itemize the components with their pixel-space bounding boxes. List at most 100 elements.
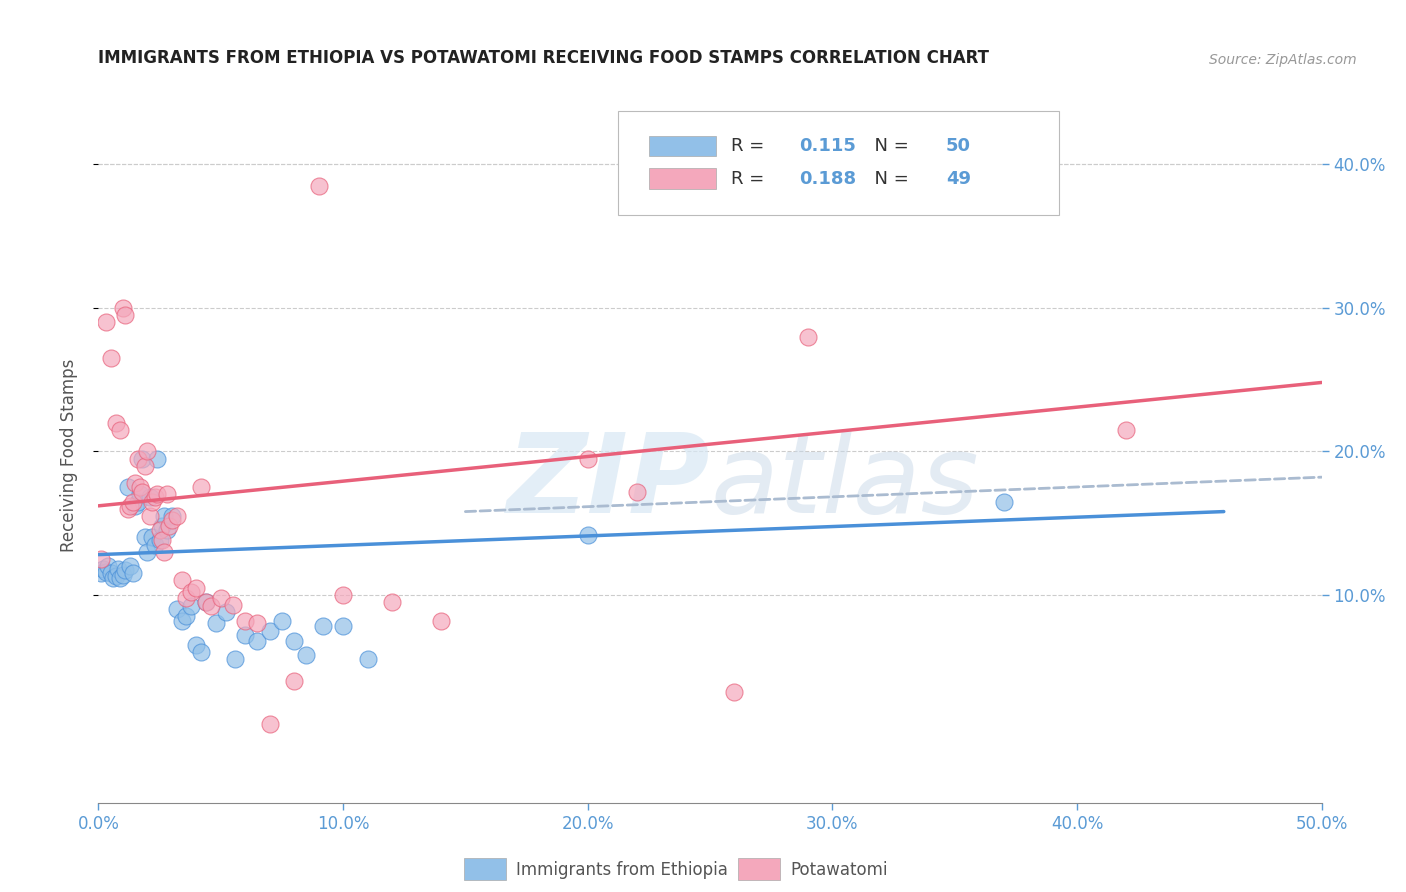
Point	[176, 591, 198, 605]
Point	[120, 499, 142, 513]
Point	[97, 559, 120, 574]
Point	[114, 308, 136, 322]
Point	[233, 614, 256, 628]
Point	[149, 533, 172, 548]
Point	[222, 598, 245, 612]
Y-axis label: Receiving Food Stamps: Receiving Food Stamps	[59, 359, 77, 551]
Point	[1115, 423, 1137, 437]
Point	[104, 569, 127, 583]
Point	[156, 523, 179, 537]
Point	[150, 533, 173, 548]
Point	[91, 562, 114, 576]
Point	[797, 329, 820, 343]
Point	[205, 616, 228, 631]
Point	[295, 648, 318, 662]
Point	[259, 624, 281, 638]
Point	[134, 458, 156, 473]
Point	[166, 602, 188, 616]
Text: 50: 50	[946, 137, 972, 155]
Point	[153, 545, 176, 559]
Point	[136, 545, 159, 559]
Text: Potawatomi: Potawatomi	[790, 861, 887, 879]
Point	[283, 673, 305, 688]
Point	[233, 628, 256, 642]
Point	[209, 591, 232, 605]
Point	[156, 487, 179, 501]
Point	[104, 416, 127, 430]
Point	[129, 487, 152, 501]
Point	[90, 566, 112, 581]
Point	[134, 530, 156, 544]
Point	[146, 451, 169, 466]
Point	[626, 484, 648, 499]
Point	[117, 501, 139, 516]
Text: ZIP: ZIP	[506, 429, 710, 536]
Point	[246, 616, 269, 631]
Bar	[650, 169, 716, 189]
Point	[200, 599, 222, 614]
Point	[143, 490, 166, 504]
Point	[723, 685, 745, 699]
Text: Immigrants from Ethiopia: Immigrants from Ethiopia	[516, 861, 728, 879]
Point	[430, 614, 453, 628]
Point	[170, 614, 193, 628]
Point	[94, 315, 117, 329]
Point	[332, 619, 354, 633]
Text: Source: ZipAtlas.com: Source: ZipAtlas.com	[1209, 53, 1357, 67]
Point	[180, 599, 202, 614]
Point	[121, 494, 143, 508]
Point	[101, 571, 124, 585]
Point	[141, 530, 163, 544]
Point	[120, 559, 142, 574]
Point	[259, 717, 281, 731]
Point	[124, 475, 146, 490]
Point	[176, 609, 198, 624]
Point	[121, 566, 143, 581]
Point	[381, 595, 404, 609]
Point	[170, 574, 193, 588]
Point	[131, 484, 153, 499]
Point	[100, 566, 122, 581]
Text: R =: R =	[731, 169, 770, 187]
Point	[160, 508, 183, 523]
Point	[117, 480, 139, 494]
Point	[283, 633, 305, 648]
Text: N =: N =	[863, 169, 914, 187]
Point	[111, 567, 134, 582]
Text: atlas: atlas	[710, 429, 979, 536]
Point	[90, 552, 112, 566]
Text: 49: 49	[946, 169, 972, 187]
Point	[576, 451, 599, 466]
Point	[127, 451, 149, 466]
Point	[127, 494, 149, 508]
Bar	[650, 136, 716, 156]
Point	[160, 513, 183, 527]
Point	[143, 538, 166, 552]
Point	[149, 523, 172, 537]
Point	[153, 508, 176, 523]
Point	[131, 451, 153, 466]
FancyBboxPatch shape	[619, 111, 1059, 215]
Point	[214, 605, 236, 619]
Point	[114, 563, 136, 577]
Point	[139, 508, 162, 523]
Point	[139, 490, 162, 504]
Point	[186, 638, 208, 652]
Point	[195, 595, 218, 609]
Point	[993, 494, 1015, 508]
Text: R =: R =	[731, 137, 770, 155]
Point	[157, 519, 180, 533]
Point	[190, 480, 212, 494]
Text: IMMIGRANTS FROM ETHIOPIA VS POTAWATOMI RECEIVING FOOD STAMPS CORRELATION CHART: IMMIGRANTS FROM ETHIOPIA VS POTAWATOMI R…	[98, 49, 990, 67]
Point	[146, 487, 169, 501]
Point	[136, 444, 159, 458]
Point	[190, 645, 212, 659]
Point	[270, 614, 294, 628]
Point	[224, 652, 246, 666]
Text: 0.115: 0.115	[800, 137, 856, 155]
Point	[111, 301, 134, 315]
Point	[166, 508, 188, 523]
Point	[308, 178, 330, 193]
Point	[180, 585, 202, 599]
Point	[150, 519, 173, 533]
